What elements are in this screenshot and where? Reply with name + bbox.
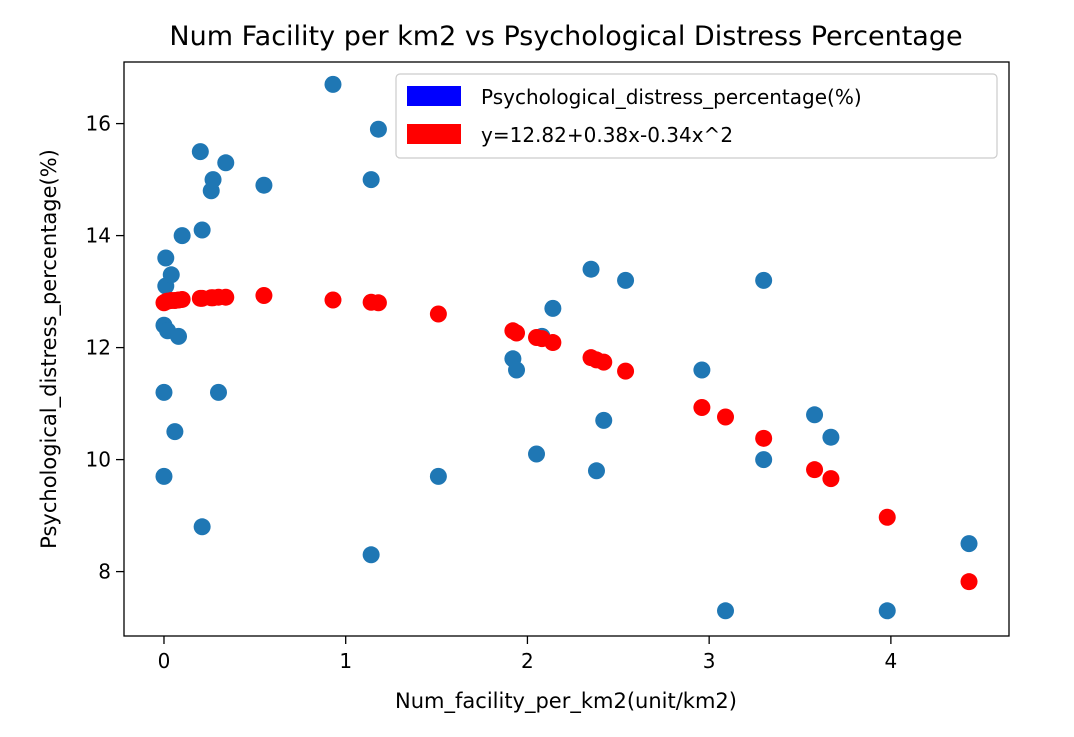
legend-entry-fit: y=12.82+0.38x-0.34x^2 [481,123,733,147]
distress-point [960,535,978,553]
distress-point [162,266,180,284]
x-axis-ticks: 0 1 2 3 4 [158,636,898,673]
distress-point [582,260,600,278]
fit-point [324,291,342,309]
distress-point [693,361,711,379]
distress-point [155,467,173,485]
fit-point [960,573,978,591]
distress-point [204,171,222,189]
fit-point [544,334,562,352]
fit-point [429,305,447,323]
distress-point [369,120,387,138]
fit-point [595,353,613,371]
distress-point [429,467,447,485]
distress-point [193,221,211,239]
fit-point [806,461,824,479]
fit-point [822,470,840,488]
distress-point [822,428,840,446]
plot-area [155,75,978,620]
legend-box [395,73,998,159]
distress-point [217,154,235,172]
y-axis-ticks: 8 10 12 14 16 [86,112,124,584]
distress-point [155,383,173,401]
distress-point [157,249,175,267]
x-tick-label: 2 [521,649,534,673]
legend: Psychological_distress_percentage(%) y=1… [395,73,998,159]
distress-point [617,271,635,289]
distress-point [170,327,188,345]
fit-point [755,429,773,447]
fit-point [717,408,735,426]
fit-point [369,294,387,312]
plot-frame [123,61,1010,637]
y-tick-label: 14 [86,224,111,248]
fit-point [173,290,191,308]
distress-point [528,445,546,463]
distress-point [173,227,191,245]
distress-point [755,271,773,289]
fit-point [255,287,273,305]
x-axis-label: Num_facility_per_km2(unit/km2) [395,689,737,714]
series-distress [155,75,978,620]
y-axis-label: Psychological_distress_percentage(%) [37,149,62,549]
distress-point [595,411,613,429]
distress-point [362,546,380,564]
distress-point [755,451,773,469]
fit-point [617,362,635,380]
x-tick-label: 3 [703,649,716,673]
distress-point [878,602,896,620]
fit-point [217,288,235,306]
y-tick-label: 12 [86,336,111,360]
legend-swatch-distress [407,86,461,106]
y-tick-label: 8 [98,560,111,584]
distress-point [806,406,824,424]
distress-point [166,423,184,441]
distress-point [544,299,562,317]
distress-point [587,462,605,480]
distress-point [362,171,380,189]
distress-point [209,383,227,401]
x-tick-label: 4 [885,649,898,673]
y-tick-label: 16 [86,112,111,136]
legend-entry-distress: Psychological_distress_percentage(%) [481,85,862,109]
distress-point [193,518,211,536]
y-tick-label: 10 [86,448,111,472]
series-fit [155,287,978,591]
distress-point [255,176,273,194]
fit-point [693,399,711,417]
fit-point [508,324,526,342]
x-tick-label: 0 [158,649,171,673]
chart-title: Num Facility per km2 vs Psychological Di… [169,21,962,52]
distress-point [717,602,735,620]
distress-point [508,361,526,379]
fit-point [878,508,896,526]
distress-point [324,75,342,93]
legend-swatch-fit [407,124,461,144]
distress-point [191,143,209,161]
x-tick-label: 1 [339,649,352,673]
